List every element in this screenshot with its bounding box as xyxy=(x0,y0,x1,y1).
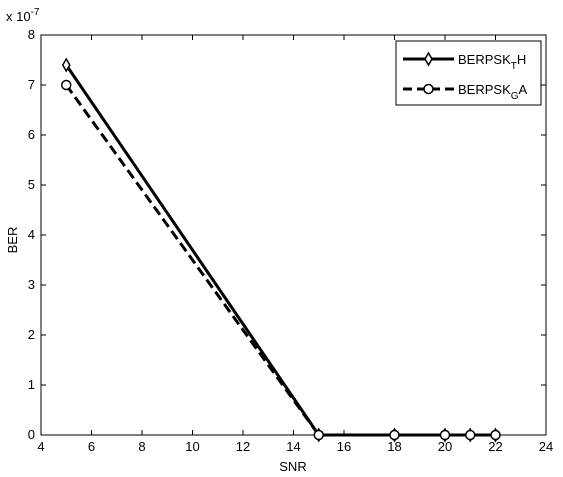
y-tick-labels: 0 1 2 3 4 5 6 7 8 xyxy=(28,27,35,442)
y-tick-label: 3 xyxy=(28,277,35,292)
series-2-point xyxy=(490,429,501,441)
series-2-point xyxy=(61,79,72,91)
y-exponent-label: x 10-7 xyxy=(6,7,40,24)
x-tick-label: 8 xyxy=(138,439,145,454)
x-tick-label: 6 xyxy=(88,439,95,454)
x-tick-label: 4 xyxy=(37,439,44,454)
x-tick-label: 16 xyxy=(337,439,351,454)
series-layer xyxy=(61,57,501,443)
y-tick-label: 0 xyxy=(28,427,35,442)
x-tick-label: 20 xyxy=(438,439,452,454)
x-tick-labels: 4 6 8 10 12 14 16 18 20 22 24 xyxy=(37,439,553,454)
legend-label-2: BERPSKGA xyxy=(458,82,528,102)
x-tick-label: 24 xyxy=(539,439,553,454)
x-tick-label: 22 xyxy=(488,439,502,454)
axis-ticks xyxy=(40,34,547,436)
y-tick-label: 5 xyxy=(28,177,35,192)
series-2-point xyxy=(313,429,324,441)
x-axis-label: SNR xyxy=(279,459,306,474)
series-2-point xyxy=(465,429,476,441)
legend: BERPSKTH BERPSKGA xyxy=(395,40,542,106)
legend-entry-1: BERPSKTH xyxy=(403,51,526,72)
x-tick-label: 12 xyxy=(236,439,250,454)
series-2-point xyxy=(439,429,451,441)
legend-entry-2: BERPSKGA xyxy=(403,82,528,102)
y-tick-label: 4 xyxy=(28,227,35,242)
x-tick-label: 10 xyxy=(185,439,199,454)
legend-circle-marker xyxy=(423,83,434,95)
legend-label-1: BERPSKTH xyxy=(458,52,526,72)
y-axis-label: BER xyxy=(5,227,20,254)
y-tick-label: 2 xyxy=(28,327,35,342)
legend-box xyxy=(395,40,542,106)
y-tick-label: 7 xyxy=(28,77,35,92)
legend-diamond-marker xyxy=(424,51,433,67)
y-tick-label: 8 xyxy=(28,27,35,42)
series-1-point xyxy=(61,57,71,73)
x-tick-label: 18 xyxy=(387,439,401,454)
y-tick-label: 6 xyxy=(28,127,35,142)
x-tick-label: 14 xyxy=(286,439,300,454)
series-2-point xyxy=(389,429,400,441)
y-tick-label: 1 xyxy=(28,377,35,392)
